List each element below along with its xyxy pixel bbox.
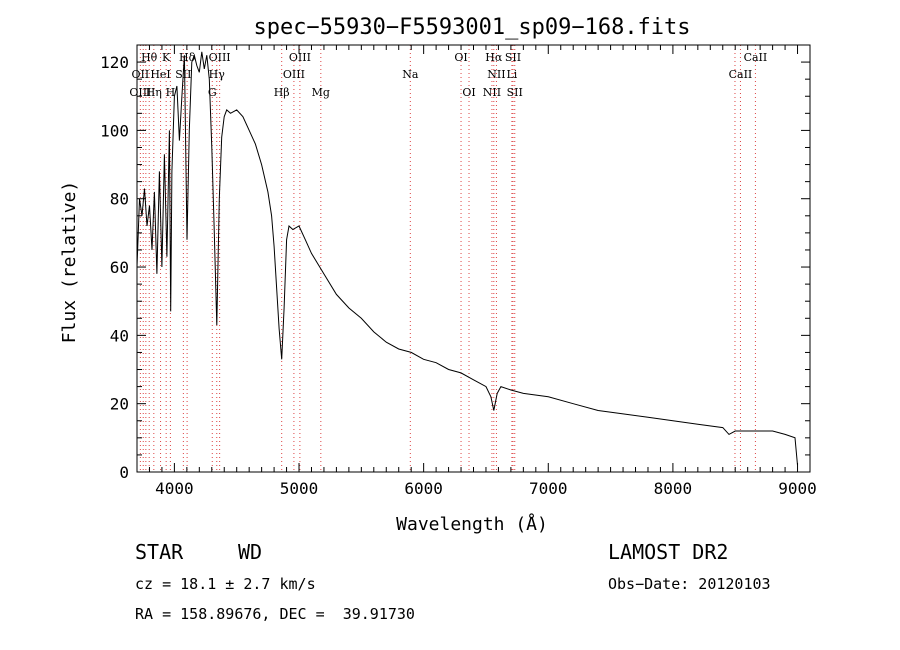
spectral-line-label: Hγ [209, 68, 226, 81]
y-tick-label: 80 [110, 190, 129, 209]
spectral-line-label: NII [483, 86, 501, 99]
x-axis-ticks: 4000 5000 6000 7000 8000 9000 [136, 45, 817, 498]
spectral-line-label: OIII [129, 86, 151, 99]
spectral-line-label: Hδ [179, 51, 196, 64]
spectral-line-label: H [166, 86, 176, 99]
spectral-line-label: SII [505, 51, 521, 64]
spectral-line-label: OIII [283, 68, 305, 81]
spectral-line-label: OI [454, 51, 467, 64]
x-tick-label: 5000 [280, 479, 319, 498]
spectral-line-label: Hβ [274, 86, 290, 99]
spectral-line-label: Li [506, 68, 517, 81]
y-tick-label: 40 [110, 326, 129, 345]
x-tick-label: 6000 [404, 479, 443, 498]
x-tick-label: 8000 [654, 479, 693, 498]
y-tick-label: 0 [119, 463, 129, 482]
y-tick-label: 20 [110, 395, 129, 414]
object-class: STAR [135, 540, 184, 564]
observation-date: Obs−Date: 20120103 [608, 575, 771, 593]
spectral-line-label: SII [507, 86, 523, 99]
redshift-velocity: cz = 18.1 ± 2.7 km/s [135, 575, 316, 593]
y-tick-label: 100 [100, 121, 129, 140]
spectral-line-label: Hα [485, 51, 503, 64]
survey-name: LAMOST DR2 [608, 540, 729, 564]
spectrum-line [136, 51, 798, 466]
object-subclass: WD [238, 540, 263, 564]
x-tick-label: 7000 [529, 479, 568, 498]
spectral-line-label: K [162, 51, 171, 64]
spectral-line-label: NII [487, 68, 505, 81]
spectral-line-label: HeI [150, 68, 170, 81]
spectral-line-label: OII [132, 68, 150, 81]
spectral-line-label: Hη [146, 86, 162, 99]
x-axis-label: Wavelength (Å) [396, 513, 548, 535]
spectral-line-label: CaII [744, 51, 768, 64]
spectral-line-label: OI [462, 86, 475, 99]
spectral-line-label: OIII [289, 51, 311, 64]
y-tick-label: 60 [110, 258, 129, 277]
y-axis-ticks: 0 20 40 60 80 100 120 [100, 44, 810, 482]
spectral-line-label: Hθ [141, 51, 158, 64]
spectral-line-label: Na [402, 68, 419, 81]
y-axis-label: Flux (relative) [59, 181, 80, 344]
spectral-line-label: G [208, 86, 217, 99]
spectral-line-label: Mg [312, 86, 330, 99]
x-tick-label: 9000 [778, 479, 817, 498]
y-tick-label: 120 [100, 53, 129, 72]
coordinates: RA = 158.89676, DEC = 39.91730 [135, 605, 415, 623]
spectral-line-label: CaII [729, 68, 753, 81]
plot-frame [136, 44, 811, 473]
chart-title: spec−55930−F5593001_sp09−168.fits [253, 15, 690, 40]
line-markers [139, 45, 756, 472]
spectral-line-label: OIII [209, 51, 231, 64]
x-tick-label: 4000 [155, 479, 194, 498]
